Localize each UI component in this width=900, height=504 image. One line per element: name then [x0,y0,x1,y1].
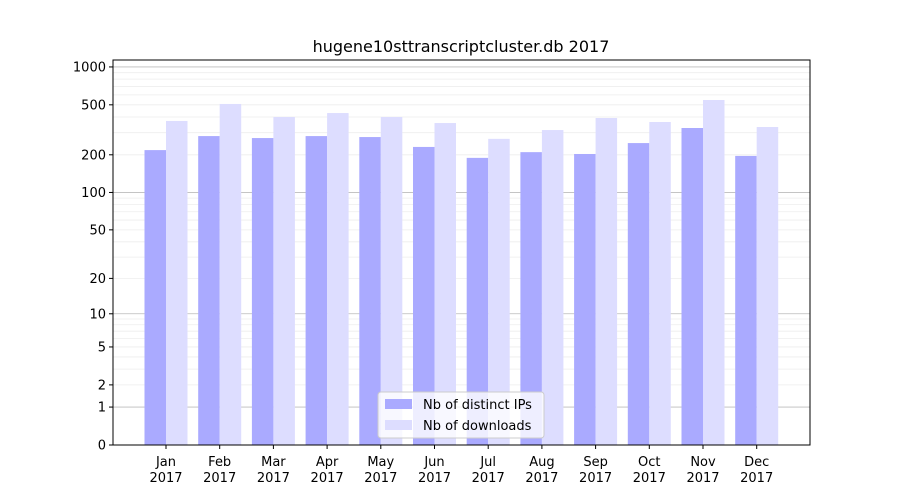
legend-label-downloads: Nb of downloads [423,419,532,434]
x-tick-label-year: 2017 [418,471,451,486]
x-tick-label-year: 2017 [633,471,666,486]
bar-downloads [488,138,510,446]
y-tick-label: 50 [89,223,106,238]
y-axis: 0 1 2 5 10 20 50 100 200 500 1000 [73,60,113,454]
bar-downloads [327,113,349,446]
x-tick-label-month: Jul [479,455,496,470]
bar-downloads [434,123,456,445]
bar-distinct-ips [520,152,542,445]
x-axis: Jan2017Feb2017Mar2017Apr2017May2017Jun20… [149,445,773,486]
x-tick-label-year: 2017 [579,471,612,486]
bar-distinct-ips [359,137,381,445]
bar-downloads [595,117,618,446]
y-tick-label: 500 [81,98,106,113]
legend-swatch-distinct-ips [385,399,412,409]
x-tick-label-month: Jan [155,455,176,470]
bar-distinct-ips [627,143,650,445]
legend: Nb of distinct IPs Nb of downloads [377,391,545,439]
y-tick-label: 5 [98,340,106,355]
bar-downloads [703,100,725,445]
bar-downloads [166,120,188,445]
x-tick-label-month: Jun [423,455,444,470]
x-tick-label-year: 2017 [257,471,290,486]
y-tick-label: 0 [98,439,106,454]
bar-distinct-ips [198,136,220,446]
bar-downloads [273,117,295,445]
x-tick-label-month: Oct [638,455,660,470]
plot-frame [112,59,811,446]
bar-distinct-ips [144,150,166,445]
bar-distinct-ips [251,138,274,445]
y-tick-label: 20 [89,272,106,287]
y-tick-label: 10 [89,307,106,322]
legend-label-distinct-ips: Nb of distinct IPs [423,398,532,413]
y-tick-label: 100 [81,186,106,201]
chart-title: hugene10sttranscriptcluster.db 2017 [313,37,610,56]
y-tick-label: 1000 [73,60,106,75]
x-tick-label-year: 2017 [740,471,773,486]
bar-distinct-ips [413,146,435,445]
x-tick-label-month: Sep [583,455,608,470]
bar-downloads [219,103,242,446]
legend-swatch-downloads [385,420,412,430]
x-tick-label-month: Feb [208,455,231,470]
y-tick-label: 2 [98,378,106,393]
y-tick-label: 200 [81,148,106,163]
bar-distinct-ips [305,136,328,446]
bar-downloads [380,117,403,445]
x-tick-label-year: 2017 [364,471,397,486]
bar-downloads [649,122,671,446]
x-tick-label-year: 2017 [472,471,505,486]
bar-distinct-ips [681,127,703,446]
x-tick-label-year: 2017 [203,471,236,486]
y-tick-label: 1 [98,401,106,416]
bars [144,100,779,446]
x-tick-label-month: May [367,455,394,470]
x-tick-label-month: Mar [261,455,286,470]
bar-distinct-ips [574,153,596,445]
x-tick-label-year: 2017 [149,471,182,486]
bar-distinct-ips [466,157,489,445]
x-tick-label-year: 2017 [311,471,344,486]
x-tick-label-month: Aug [529,455,554,470]
bar-downloads [756,127,779,446]
bar-distinct-ips [735,155,757,445]
x-tick-label-month: Apr [316,455,339,470]
x-tick-label-month: Dec [744,455,769,470]
x-tick-label-year: 2017 [686,471,719,486]
legend-box [377,391,545,439]
x-tick-label-year: 2017 [525,471,558,486]
x-tick-label-month: Nov [690,455,716,470]
bar-downloads [541,130,564,445]
